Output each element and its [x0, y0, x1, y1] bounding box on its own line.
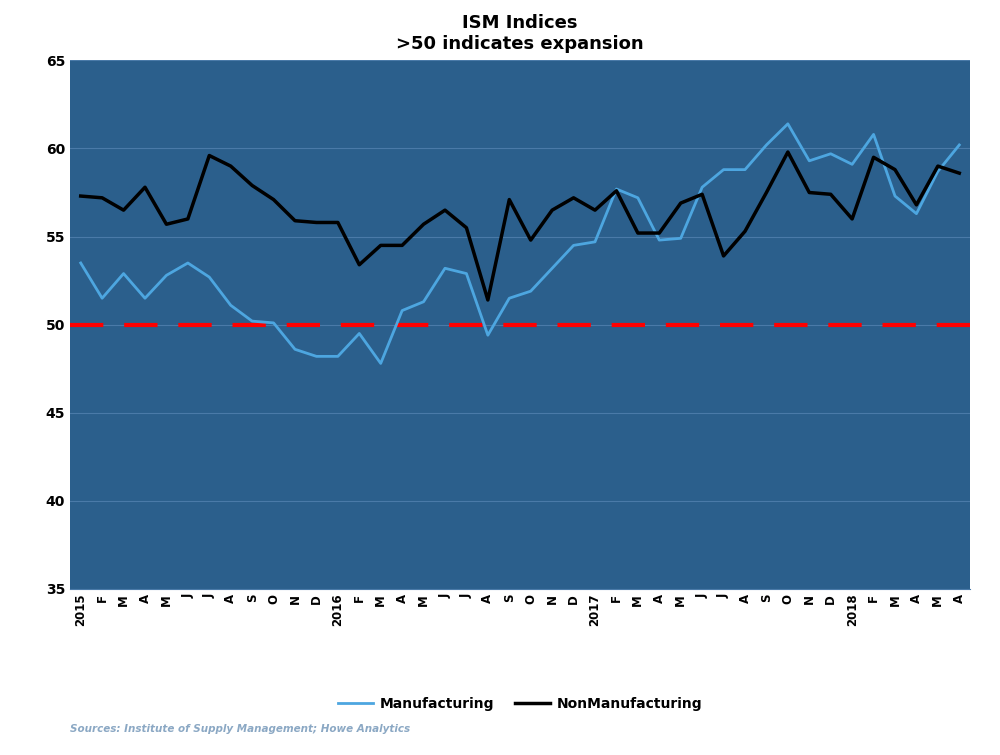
Manufacturing [846, 160, 858, 169]
Manufacturing [739, 165, 751, 174]
Manufacturing [96, 294, 108, 303]
Manufacturing [246, 316, 258, 325]
NonManufacturing [782, 147, 794, 156]
NonManufacturing [96, 193, 108, 202]
Manufacturing [568, 241, 580, 250]
Manufacturing [418, 297, 430, 307]
Manufacturing [675, 234, 687, 243]
NonManufacturing [910, 200, 922, 209]
Manufacturing [610, 184, 622, 193]
Manufacturing [546, 263, 558, 273]
Text: Sources: Institute of Supply Management; Howe Analytics: Sources: Institute of Supply Management;… [70, 724, 410, 735]
NonManufacturing [525, 236, 537, 245]
Manufacturing [139, 294, 151, 303]
Manufacturing [203, 273, 215, 282]
Manufacturing [396, 306, 408, 315]
Manufacturing [268, 319, 280, 328]
NonManufacturing [289, 216, 301, 225]
Manufacturing [696, 183, 708, 192]
Manufacturing [332, 352, 344, 361]
Manufacturing [653, 236, 665, 245]
Legend: Manufacturing, NonManufacturing: Manufacturing, NonManufacturing [332, 691, 708, 716]
NonManufacturing [846, 214, 858, 223]
NonManufacturing [739, 226, 751, 236]
Manufacturing [160, 271, 172, 280]
NonManufacturing [696, 190, 708, 199]
Manufacturing [953, 140, 965, 149]
Line: NonManufacturing: NonManufacturing [81, 152, 959, 300]
Manufacturing [482, 331, 494, 340]
Manufacturing [868, 130, 880, 139]
NonManufacturing [332, 218, 344, 227]
NonManufacturing [396, 241, 408, 250]
Manufacturing [118, 269, 130, 278]
NonManufacturing [718, 251, 730, 260]
Line: Manufacturing: Manufacturing [81, 124, 959, 363]
NonManufacturing [225, 162, 237, 171]
NonManufacturing [482, 295, 494, 304]
Manufacturing [760, 140, 772, 149]
Title: ISM Indices
>50 indicates expansion: ISM Indices >50 indicates expansion [396, 14, 644, 54]
Manufacturing [353, 329, 365, 338]
Manufacturing [525, 287, 537, 296]
Manufacturing [503, 294, 515, 303]
Manufacturing [225, 300, 237, 310]
Manufacturing [289, 345, 301, 354]
NonManufacturing [203, 151, 215, 160]
NonManufacturing [139, 183, 151, 192]
Manufacturing [718, 165, 730, 174]
NonManufacturing [632, 229, 644, 238]
NonManufacturing [246, 181, 258, 190]
NonManufacturing [439, 205, 451, 214]
Manufacturing [460, 269, 472, 278]
NonManufacturing [75, 192, 87, 201]
Manufacturing [439, 263, 451, 273]
NonManufacturing [653, 229, 665, 238]
NonManufacturing [460, 223, 472, 233]
NonManufacturing [375, 241, 387, 250]
Manufacturing [932, 167, 944, 176]
Manufacturing [803, 156, 815, 165]
NonManufacturing [868, 153, 880, 162]
Manufacturing [632, 193, 644, 202]
Manufacturing [589, 237, 601, 246]
NonManufacturing [953, 168, 965, 177]
Manufacturing [889, 192, 901, 201]
NonManufacturing [418, 220, 430, 229]
NonManufacturing [889, 165, 901, 174]
NonManufacturing [568, 193, 580, 202]
NonManufacturing [932, 162, 944, 171]
NonManufacturing [760, 188, 772, 197]
Manufacturing [310, 352, 322, 361]
NonManufacturing [160, 220, 172, 229]
Manufacturing [910, 209, 922, 218]
NonManufacturing [268, 195, 280, 204]
NonManufacturing [589, 205, 601, 214]
NonManufacturing [353, 260, 365, 270]
NonManufacturing [310, 218, 322, 227]
NonManufacturing [182, 214, 194, 223]
NonManufacturing [675, 199, 687, 208]
NonManufacturing [503, 195, 515, 204]
NonManufacturing [546, 205, 558, 214]
Manufacturing [825, 149, 837, 159]
Manufacturing [782, 119, 794, 128]
NonManufacturing [803, 188, 815, 197]
NonManufacturing [825, 190, 837, 199]
Manufacturing [182, 258, 194, 267]
Manufacturing [375, 359, 387, 368]
NonManufacturing [118, 205, 130, 214]
Manufacturing [75, 258, 87, 267]
NonManufacturing [610, 186, 622, 196]
